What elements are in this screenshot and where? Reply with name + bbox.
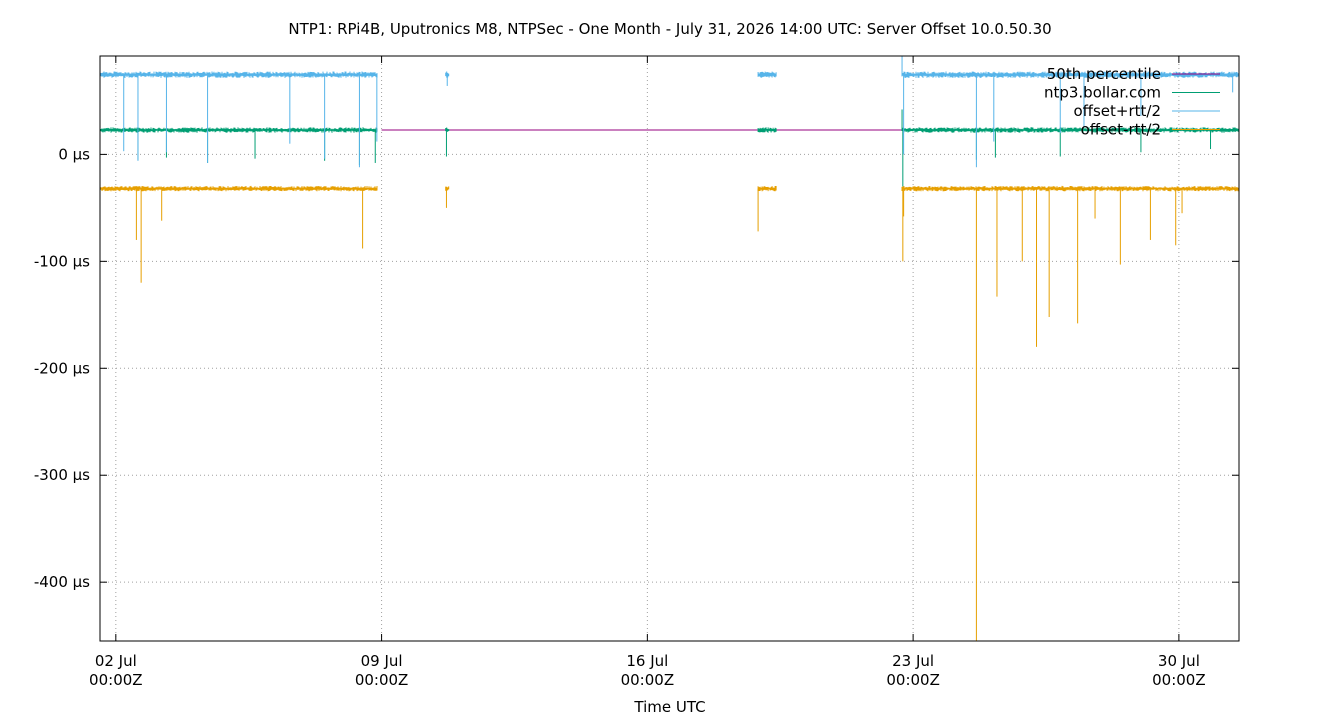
x-tick-label: 00:00Z bbox=[1152, 671, 1206, 689]
series-line bbox=[757, 186, 777, 192]
plot-frame bbox=[99, 55, 1240, 642]
legend-label: 50th percentile bbox=[1047, 65, 1161, 83]
legend-label: offset+rtt/2 bbox=[1073, 102, 1161, 120]
x-tick-label: 00:00Z bbox=[621, 671, 675, 689]
x-tick-label: 23 Jul bbox=[892, 652, 934, 670]
y-tick-label: -100 µs bbox=[34, 252, 90, 270]
y-tick-label: -300 µs bbox=[34, 466, 90, 484]
chart-title: NTP1: RPi4B, Uputronics M8, NTPSec - One… bbox=[288, 20, 1051, 38]
series-3 bbox=[100, 185, 1239, 641]
legend-label: offset-rtt/2 bbox=[1081, 121, 1161, 139]
x-tick-label: 02 Jul bbox=[95, 652, 137, 670]
x-tick-label: 00:00Z bbox=[89, 671, 143, 689]
x-tick-label: 00:00Z bbox=[355, 671, 409, 689]
x-axis-label: Time UTC bbox=[633, 698, 705, 716]
plot-area bbox=[100, 56, 1239, 641]
x-tick-label: 16 Jul bbox=[626, 652, 668, 670]
series-line bbox=[445, 71, 450, 78]
series-line bbox=[100, 71, 378, 78]
y-tick-label: -200 µs bbox=[34, 359, 90, 377]
series-line bbox=[757, 127, 777, 133]
series-line bbox=[100, 185, 378, 192]
series-line bbox=[757, 71, 777, 78]
y-axis: 0 µs -100 µs -200 µs -300 µs -400 µs bbox=[34, 145, 1239, 591]
series-line bbox=[901, 185, 1239, 192]
x-tick-label: 30 Jul bbox=[1158, 652, 1200, 670]
x-tick-label: 09 Jul bbox=[361, 652, 403, 670]
series-2 bbox=[100, 56, 1239, 168]
series-1 bbox=[100, 109, 1239, 187]
y-tick-label: 0 µs bbox=[58, 145, 90, 163]
series-group bbox=[100, 56, 1239, 641]
series-line bbox=[100, 127, 378, 133]
legend: 50th percentilentp3.bollar.comoffset+rtt… bbox=[1044, 65, 1220, 139]
legend-label: ntp3.bollar.com bbox=[1044, 84, 1161, 102]
series-line bbox=[445, 127, 450, 132]
x-tick-label: 00:00Z bbox=[886, 671, 940, 689]
grid bbox=[100, 56, 1239, 641]
y-tick-label: -400 µs bbox=[34, 573, 90, 591]
